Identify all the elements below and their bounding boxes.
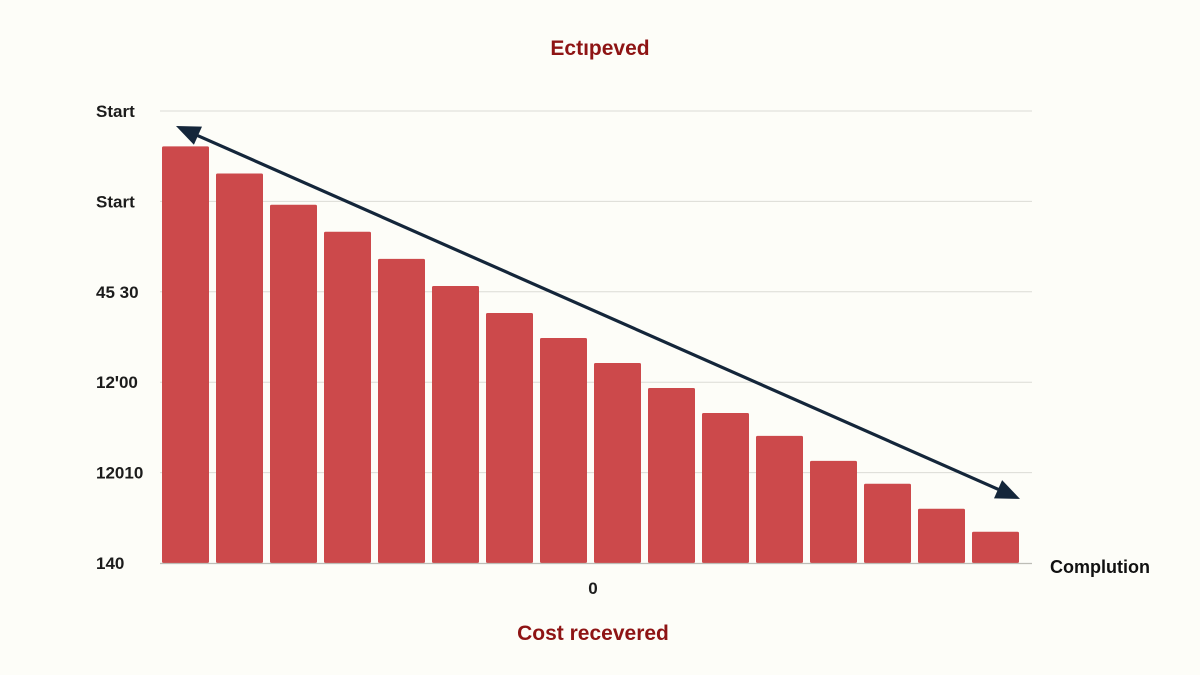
bar (324, 231, 371, 564)
bar (594, 363, 641, 563)
bar (972, 531, 1019, 563)
trend-arrow-line (192, 132, 1004, 493)
bar (702, 413, 749, 563)
bar (486, 313, 533, 563)
bar (432, 286, 479, 563)
y-tick-label: 12010 (96, 464, 143, 483)
y-tick-label: Start (96, 102, 135, 121)
bar (216, 173, 263, 563)
arrowhead-end (994, 480, 1020, 499)
bar (756, 435, 803, 563)
completion-label: Complution (1050, 557, 1150, 577)
bar (162, 146, 209, 563)
y-tick-labels: Start Start 45 30 12ꞌ00 12010 140 (96, 102, 143, 573)
y-tick-label: 12ꞌ00 (96, 373, 138, 392)
y-tick-label: 140 (96, 554, 124, 573)
bar (270, 204, 317, 563)
bar (918, 508, 965, 563)
y-tick-label: 45 30 (96, 283, 139, 302)
x-tick-label: 0 (588, 579, 597, 598)
trend-arrow (176, 126, 1020, 499)
bar (378, 258, 425, 563)
bar (864, 483, 911, 563)
y-tick-label: Start (96, 192, 135, 211)
bar (810, 460, 857, 563)
x-axis-label: Cost recevered (517, 622, 669, 645)
arrowhead-start (176, 126, 202, 145)
bar-series (162, 146, 1019, 564)
bar (540, 338, 587, 563)
chart-title: Ectıpeved (550, 37, 649, 60)
bar (648, 388, 695, 563)
